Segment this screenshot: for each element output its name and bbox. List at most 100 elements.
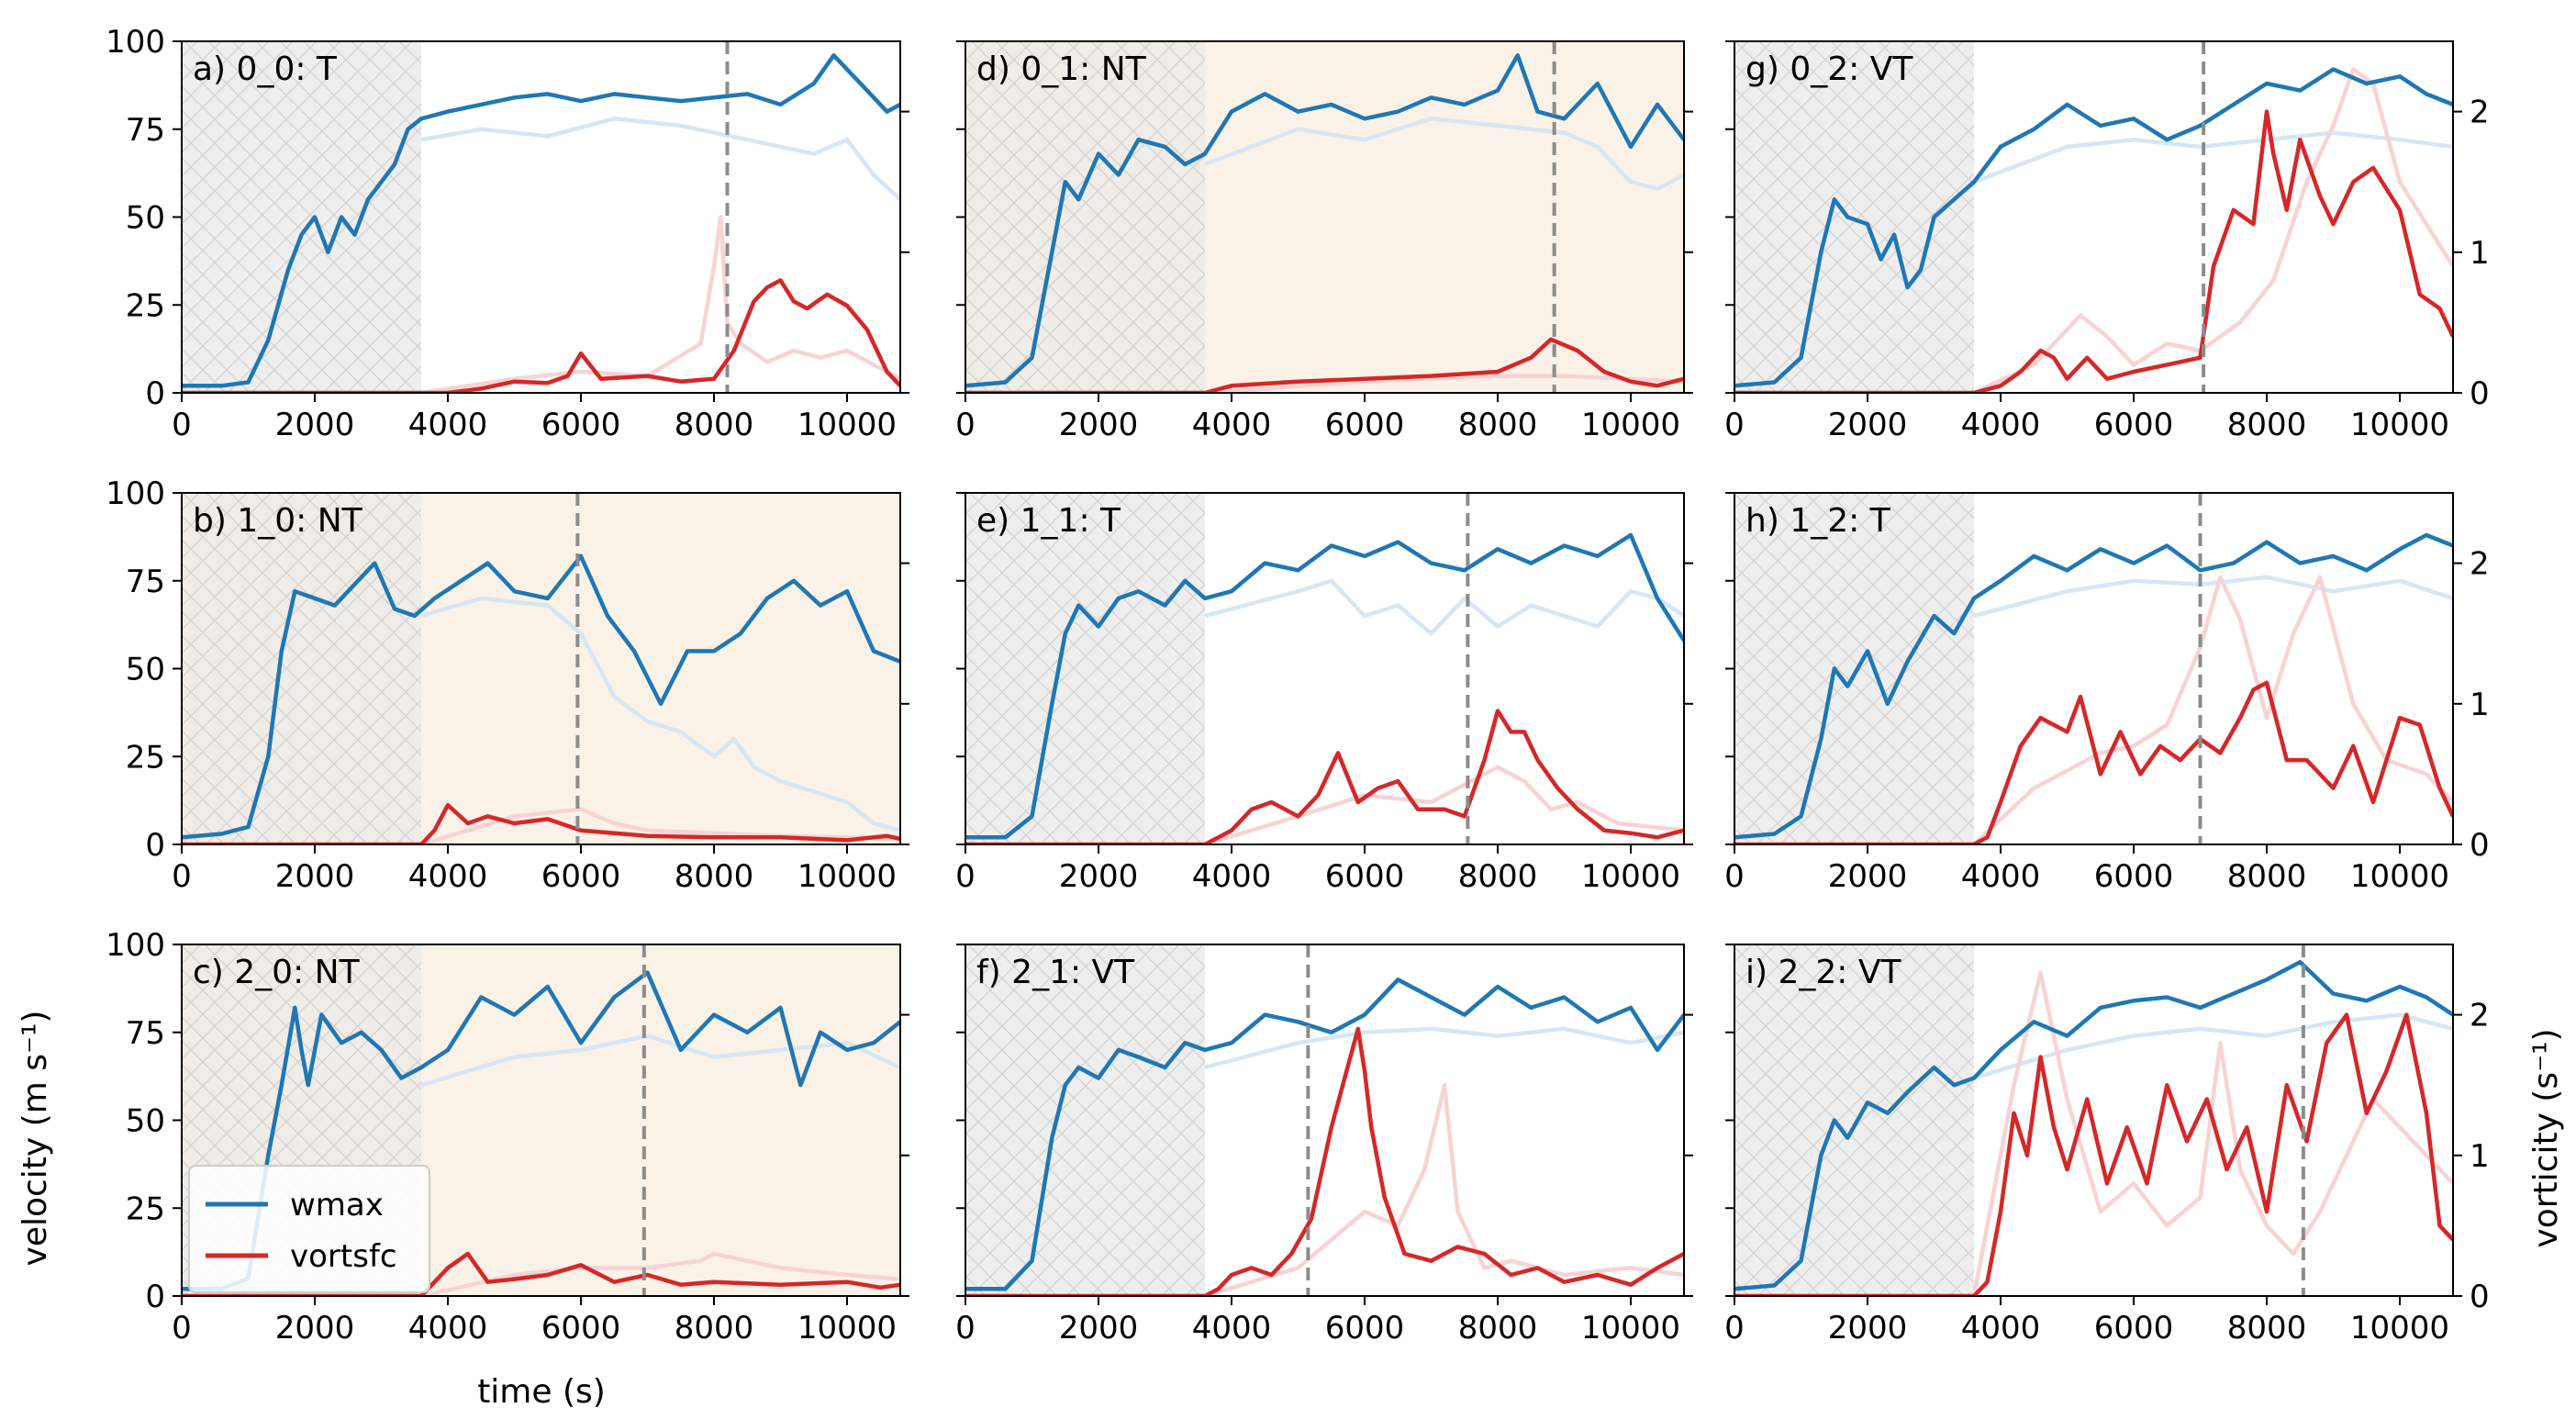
y-tick-label: 75 xyxy=(126,1015,165,1052)
y2-tick-label: 1 xyxy=(2470,235,2490,272)
x-tick-label: 0 xyxy=(955,1310,976,1346)
panel-3: 0 2000 4000 6000 8000 10000 d) 0_1: NT xyxy=(955,40,1693,443)
series-wmax xyxy=(965,978,1684,1291)
y-tick-label: 100 xyxy=(106,475,165,512)
series-wmax xyxy=(182,970,900,1291)
panel-title: a) 0_0: T xyxy=(193,50,338,88)
y2-tick-label: 0 xyxy=(2470,1279,2490,1315)
panel-title: c) 2_0: NT xyxy=(193,954,361,991)
x-tick-label: 4000 xyxy=(408,407,488,443)
x-tick-label: 10000 xyxy=(1581,858,1680,895)
series-wmax-faint xyxy=(1204,578,1684,636)
x-tick-label: 10000 xyxy=(2350,407,2449,443)
x-tick-label: 8000 xyxy=(675,407,754,443)
x-tick-label: 8000 xyxy=(2227,858,2307,895)
x-tick-label: 6000 xyxy=(2094,1310,2174,1346)
x-tick-label: 2000 xyxy=(1059,407,1139,443)
series-vortsfc-faint xyxy=(1973,67,2453,393)
y2-tick-label: 0 xyxy=(2470,827,2490,864)
y2-tick-label: 2 xyxy=(2470,546,2490,583)
x-tick-label: 2000 xyxy=(1828,858,1908,895)
x-tick-label: 0 xyxy=(955,858,976,895)
panel-8: 0 2000 4000 6000 8000 10000 0 1 2 i) 2_2: VT xyxy=(1724,944,2490,1346)
panel-title: b) 1_0: NT xyxy=(193,502,363,540)
x-tick-label: 0 xyxy=(172,1310,192,1346)
legend: wmax vortsfc xyxy=(188,1165,430,1293)
panel-7: 0 2000 4000 6000 8000 10000 0 1 2 h) 1_2: T xyxy=(1724,492,2490,895)
series-vortsfc xyxy=(182,802,900,844)
x-tick-label: 10000 xyxy=(2350,1310,2449,1346)
panel-title: f) 2_1: VT xyxy=(976,954,1135,991)
x-tick-label: 10000 xyxy=(1581,407,1680,443)
panel-title: e) 1_1: T xyxy=(976,502,1121,540)
series-wmax-faint xyxy=(420,596,900,832)
spinup-hatch xyxy=(1734,41,1974,393)
series-vortsfc-faint xyxy=(1204,765,1684,844)
series-wmax xyxy=(182,553,900,840)
x-tick-label: 2000 xyxy=(1828,1310,1908,1346)
ylabel-left: velocity (m s⁻¹) xyxy=(17,1011,54,1267)
series-vortsfc-faint xyxy=(420,1251,900,1296)
x-tick-label: 2000 xyxy=(275,407,355,443)
x-tick-label: 6000 xyxy=(541,858,621,895)
panel-title: h) 1_2: T xyxy=(1745,502,1891,540)
y2-tick-label: 1 xyxy=(2470,1138,2490,1175)
x-tick-label: 0 xyxy=(955,407,976,443)
x-tick-label: 4000 xyxy=(1192,858,1272,895)
x-tick-label: 6000 xyxy=(1325,858,1405,895)
series-vortsfc-faint xyxy=(420,807,900,844)
x-tick-label: 8000 xyxy=(1458,858,1538,895)
y-tick-label: 50 xyxy=(126,1103,165,1140)
panel-6: 0 2000 4000 6000 8000 10000 0 1 2 g) 0_2: VT xyxy=(1724,40,2490,443)
x-tick-label: 4000 xyxy=(408,1310,488,1346)
x-tick-label: 2000 xyxy=(1828,407,1908,443)
y-tick-label: 25 xyxy=(126,1190,165,1227)
series-vortsfc-faint xyxy=(1972,575,2453,844)
series-vortsfc-faint xyxy=(1204,1082,1684,1296)
x-tick-label: 8000 xyxy=(1458,1310,1538,1346)
spinup-hatch xyxy=(965,41,1205,393)
series-wmax-faint xyxy=(420,117,900,201)
y-tick-label: 100 xyxy=(106,24,165,61)
x-tick-label: 6000 xyxy=(541,1310,621,1346)
series-vortsfc-faint xyxy=(1204,374,1684,393)
spinup-hatch xyxy=(182,493,421,844)
series-wmax xyxy=(1734,959,2453,1291)
x-tick-label: 8000 xyxy=(675,858,754,895)
x-tick-label: 0 xyxy=(172,407,192,443)
spinup-hatch xyxy=(965,944,1205,1296)
spinup-hatch xyxy=(965,493,1205,844)
series-wmax xyxy=(182,53,900,388)
series-vortsfc-faint xyxy=(1971,970,2453,1296)
series-wmax xyxy=(1734,532,2453,840)
x-tick-label: 0 xyxy=(1724,858,1745,895)
x-tick-label: 4000 xyxy=(408,858,488,895)
series-wmax-faint xyxy=(1973,1012,2453,1080)
x-tick-label: 0 xyxy=(1724,407,1745,443)
panel-title: d) 0_1: NT xyxy=(976,50,1147,88)
y-tick-label: 0 xyxy=(145,827,165,864)
spinup-hatch xyxy=(1734,944,1974,1296)
y-tick-label: 25 xyxy=(126,287,165,324)
series-vortsfc xyxy=(1734,1012,2453,1296)
y2-tick-label: 0 xyxy=(2470,375,2490,412)
series-vortsfc xyxy=(965,1026,1684,1296)
panel-1: 0 2000 4000 6000 8000 10000 0 25 50 75 100 b) 1_0: … xyxy=(106,475,909,895)
x-tick-label: 4000 xyxy=(1192,407,1272,443)
x-tick-label: 8000 xyxy=(1458,407,1538,443)
panel-4: 0 2000 4000 6000 8000 10000 e) 1_1: T xyxy=(955,492,1693,895)
spinup-hatch xyxy=(182,41,421,393)
series-wmax-faint xyxy=(1204,117,1684,192)
series-vortsfc xyxy=(182,278,900,393)
x-tick-label: 2000 xyxy=(275,858,355,895)
series-wmax xyxy=(965,53,1684,388)
y-tick-label: 75 xyxy=(126,112,165,149)
y2-tick-label: 1 xyxy=(2470,687,2490,723)
series-vortsfc xyxy=(182,1251,900,1296)
y2-tick-label: 2 xyxy=(2470,998,2490,1034)
x-tick-label: 2000 xyxy=(275,1310,355,1346)
x-tick-label: 6000 xyxy=(1325,407,1405,443)
series-wmax xyxy=(1734,67,2453,388)
x-tick-label: 2000 xyxy=(1059,858,1139,895)
